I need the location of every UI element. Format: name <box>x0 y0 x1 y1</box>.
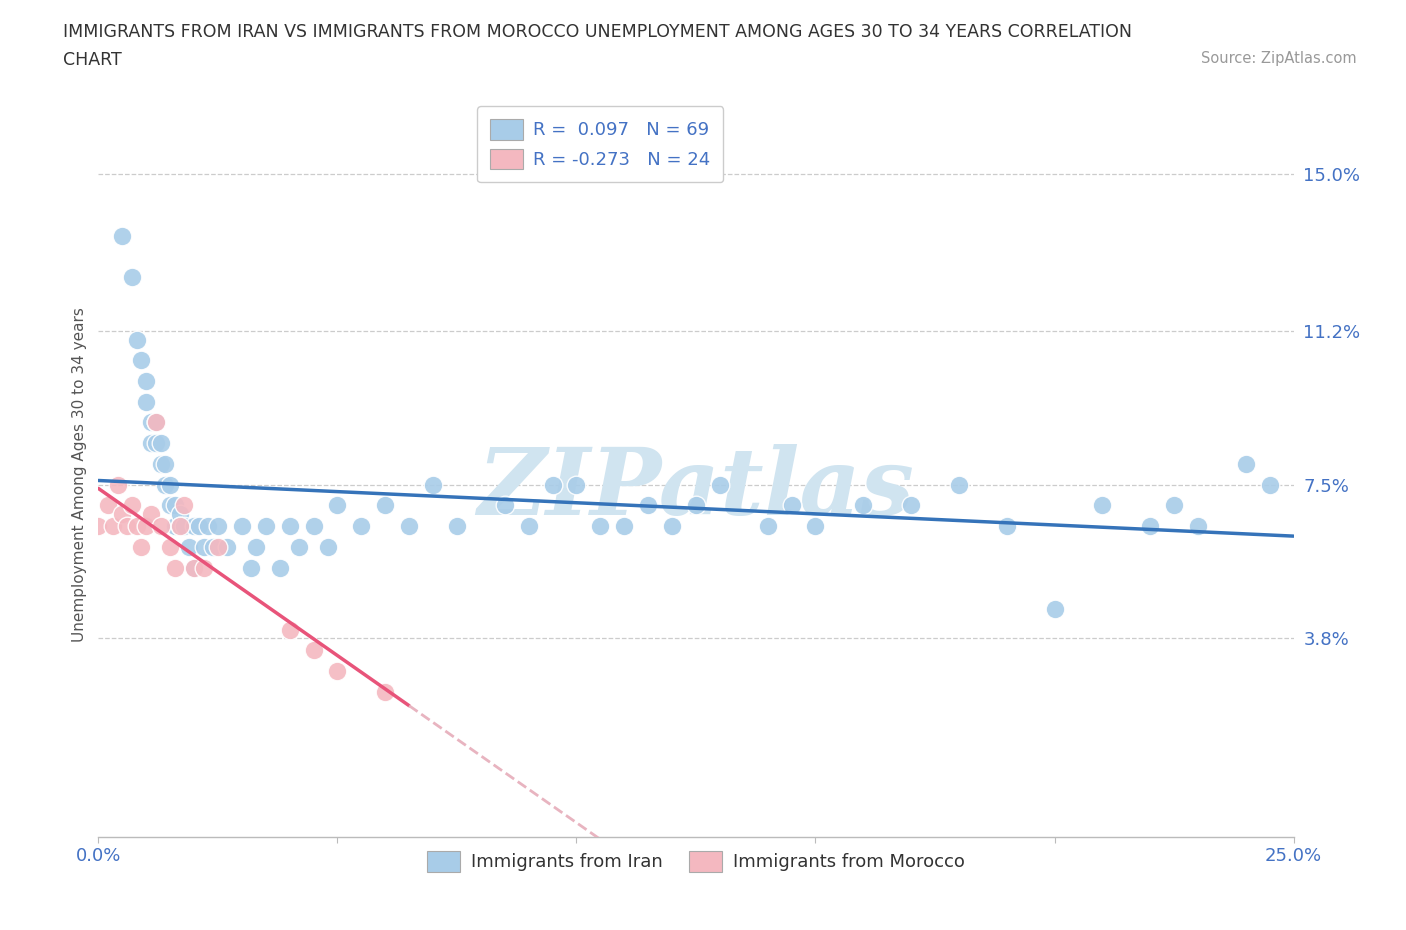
Point <box>900 498 922 512</box>
Y-axis label: Unemployment Among Ages 30 to 34 years: Unemployment Among Ages 30 to 34 years <box>72 307 87 642</box>
Point <box>350 519 373 534</box>
Point <box>995 519 1018 534</box>
Point <box>159 539 181 554</box>
Point <box>1163 498 1185 512</box>
Point <box>159 477 181 492</box>
Point <box>139 436 162 451</box>
Point <box>149 457 172 472</box>
Text: ZIPatlas: ZIPatlas <box>478 444 914 534</box>
Point <box>169 519 191 534</box>
Point <box>193 560 215 575</box>
Point <box>121 498 143 512</box>
Point <box>111 506 134 521</box>
Point <box>207 519 229 534</box>
Point <box>446 519 468 534</box>
Point <box>302 643 325 658</box>
Point <box>101 519 124 534</box>
Point <box>183 519 205 534</box>
Point <box>115 519 138 534</box>
Point <box>207 539 229 554</box>
Point <box>804 519 827 534</box>
Point <box>163 519 186 534</box>
Point <box>302 519 325 534</box>
Point <box>589 519 612 534</box>
Point <box>197 519 219 534</box>
Point <box>948 477 970 492</box>
Text: IMMIGRANTS FROM IRAN VS IMMIGRANTS FROM MOROCCO UNEMPLOYMENT AMONG AGES 30 TO 34: IMMIGRANTS FROM IRAN VS IMMIGRANTS FROM … <box>63 23 1132 41</box>
Point <box>517 519 540 534</box>
Point <box>121 270 143 285</box>
Point <box>374 684 396 699</box>
Legend: Immigrants from Iran, Immigrants from Morocco: Immigrants from Iran, Immigrants from Mo… <box>420 844 972 879</box>
Point <box>125 519 148 534</box>
Point <box>565 477 588 492</box>
Point <box>374 498 396 512</box>
Point <box>288 539 311 554</box>
Point <box>183 560 205 575</box>
Point <box>139 415 162 430</box>
Point <box>756 519 779 534</box>
Point <box>254 519 277 534</box>
Point <box>1234 457 1257 472</box>
Point <box>97 498 120 512</box>
Point <box>159 498 181 512</box>
Point <box>541 477 564 492</box>
Point <box>179 539 201 554</box>
Point <box>245 539 267 554</box>
Point <box>169 519 191 534</box>
Point <box>1139 519 1161 534</box>
Point <box>326 664 349 679</box>
Point <box>661 519 683 534</box>
Text: Source: ZipAtlas.com: Source: ZipAtlas.com <box>1201 51 1357 66</box>
Point <box>145 415 167 430</box>
Point <box>135 519 157 534</box>
Point <box>422 477 444 492</box>
Point <box>231 519 253 534</box>
Point <box>131 539 153 554</box>
Point <box>1043 602 1066 617</box>
Point <box>125 332 148 347</box>
Point <box>613 519 636 534</box>
Point <box>187 519 209 534</box>
Point <box>278 622 301 637</box>
Point <box>1187 519 1209 534</box>
Point <box>173 498 195 512</box>
Point <box>149 436 172 451</box>
Point <box>202 539 225 554</box>
Point <box>107 477 129 492</box>
Point <box>155 477 177 492</box>
Point <box>637 498 659 512</box>
Point <box>155 457 177 472</box>
Point <box>183 560 205 575</box>
Point <box>169 506 191 521</box>
Point <box>780 498 803 512</box>
Point <box>685 498 707 512</box>
Point <box>217 539 239 554</box>
Point <box>173 519 195 534</box>
Point <box>398 519 420 534</box>
Point <box>1091 498 1114 512</box>
Point <box>269 560 291 575</box>
Point <box>1258 477 1281 492</box>
Point <box>149 519 172 534</box>
Point <box>163 498 186 512</box>
Text: CHART: CHART <box>63 51 122 69</box>
Point <box>145 436 167 451</box>
Point <box>131 352 153 367</box>
Point <box>852 498 875 512</box>
Point <box>326 498 349 512</box>
Point <box>278 519 301 534</box>
Point <box>240 560 263 575</box>
Point <box>145 415 167 430</box>
Point <box>709 477 731 492</box>
Point <box>316 539 339 554</box>
Point <box>87 519 110 534</box>
Point <box>135 374 157 389</box>
Point <box>163 560 186 575</box>
Point <box>135 394 157 409</box>
Point <box>193 539 215 554</box>
Point <box>111 229 134 244</box>
Point <box>494 498 516 512</box>
Point <box>139 506 162 521</box>
